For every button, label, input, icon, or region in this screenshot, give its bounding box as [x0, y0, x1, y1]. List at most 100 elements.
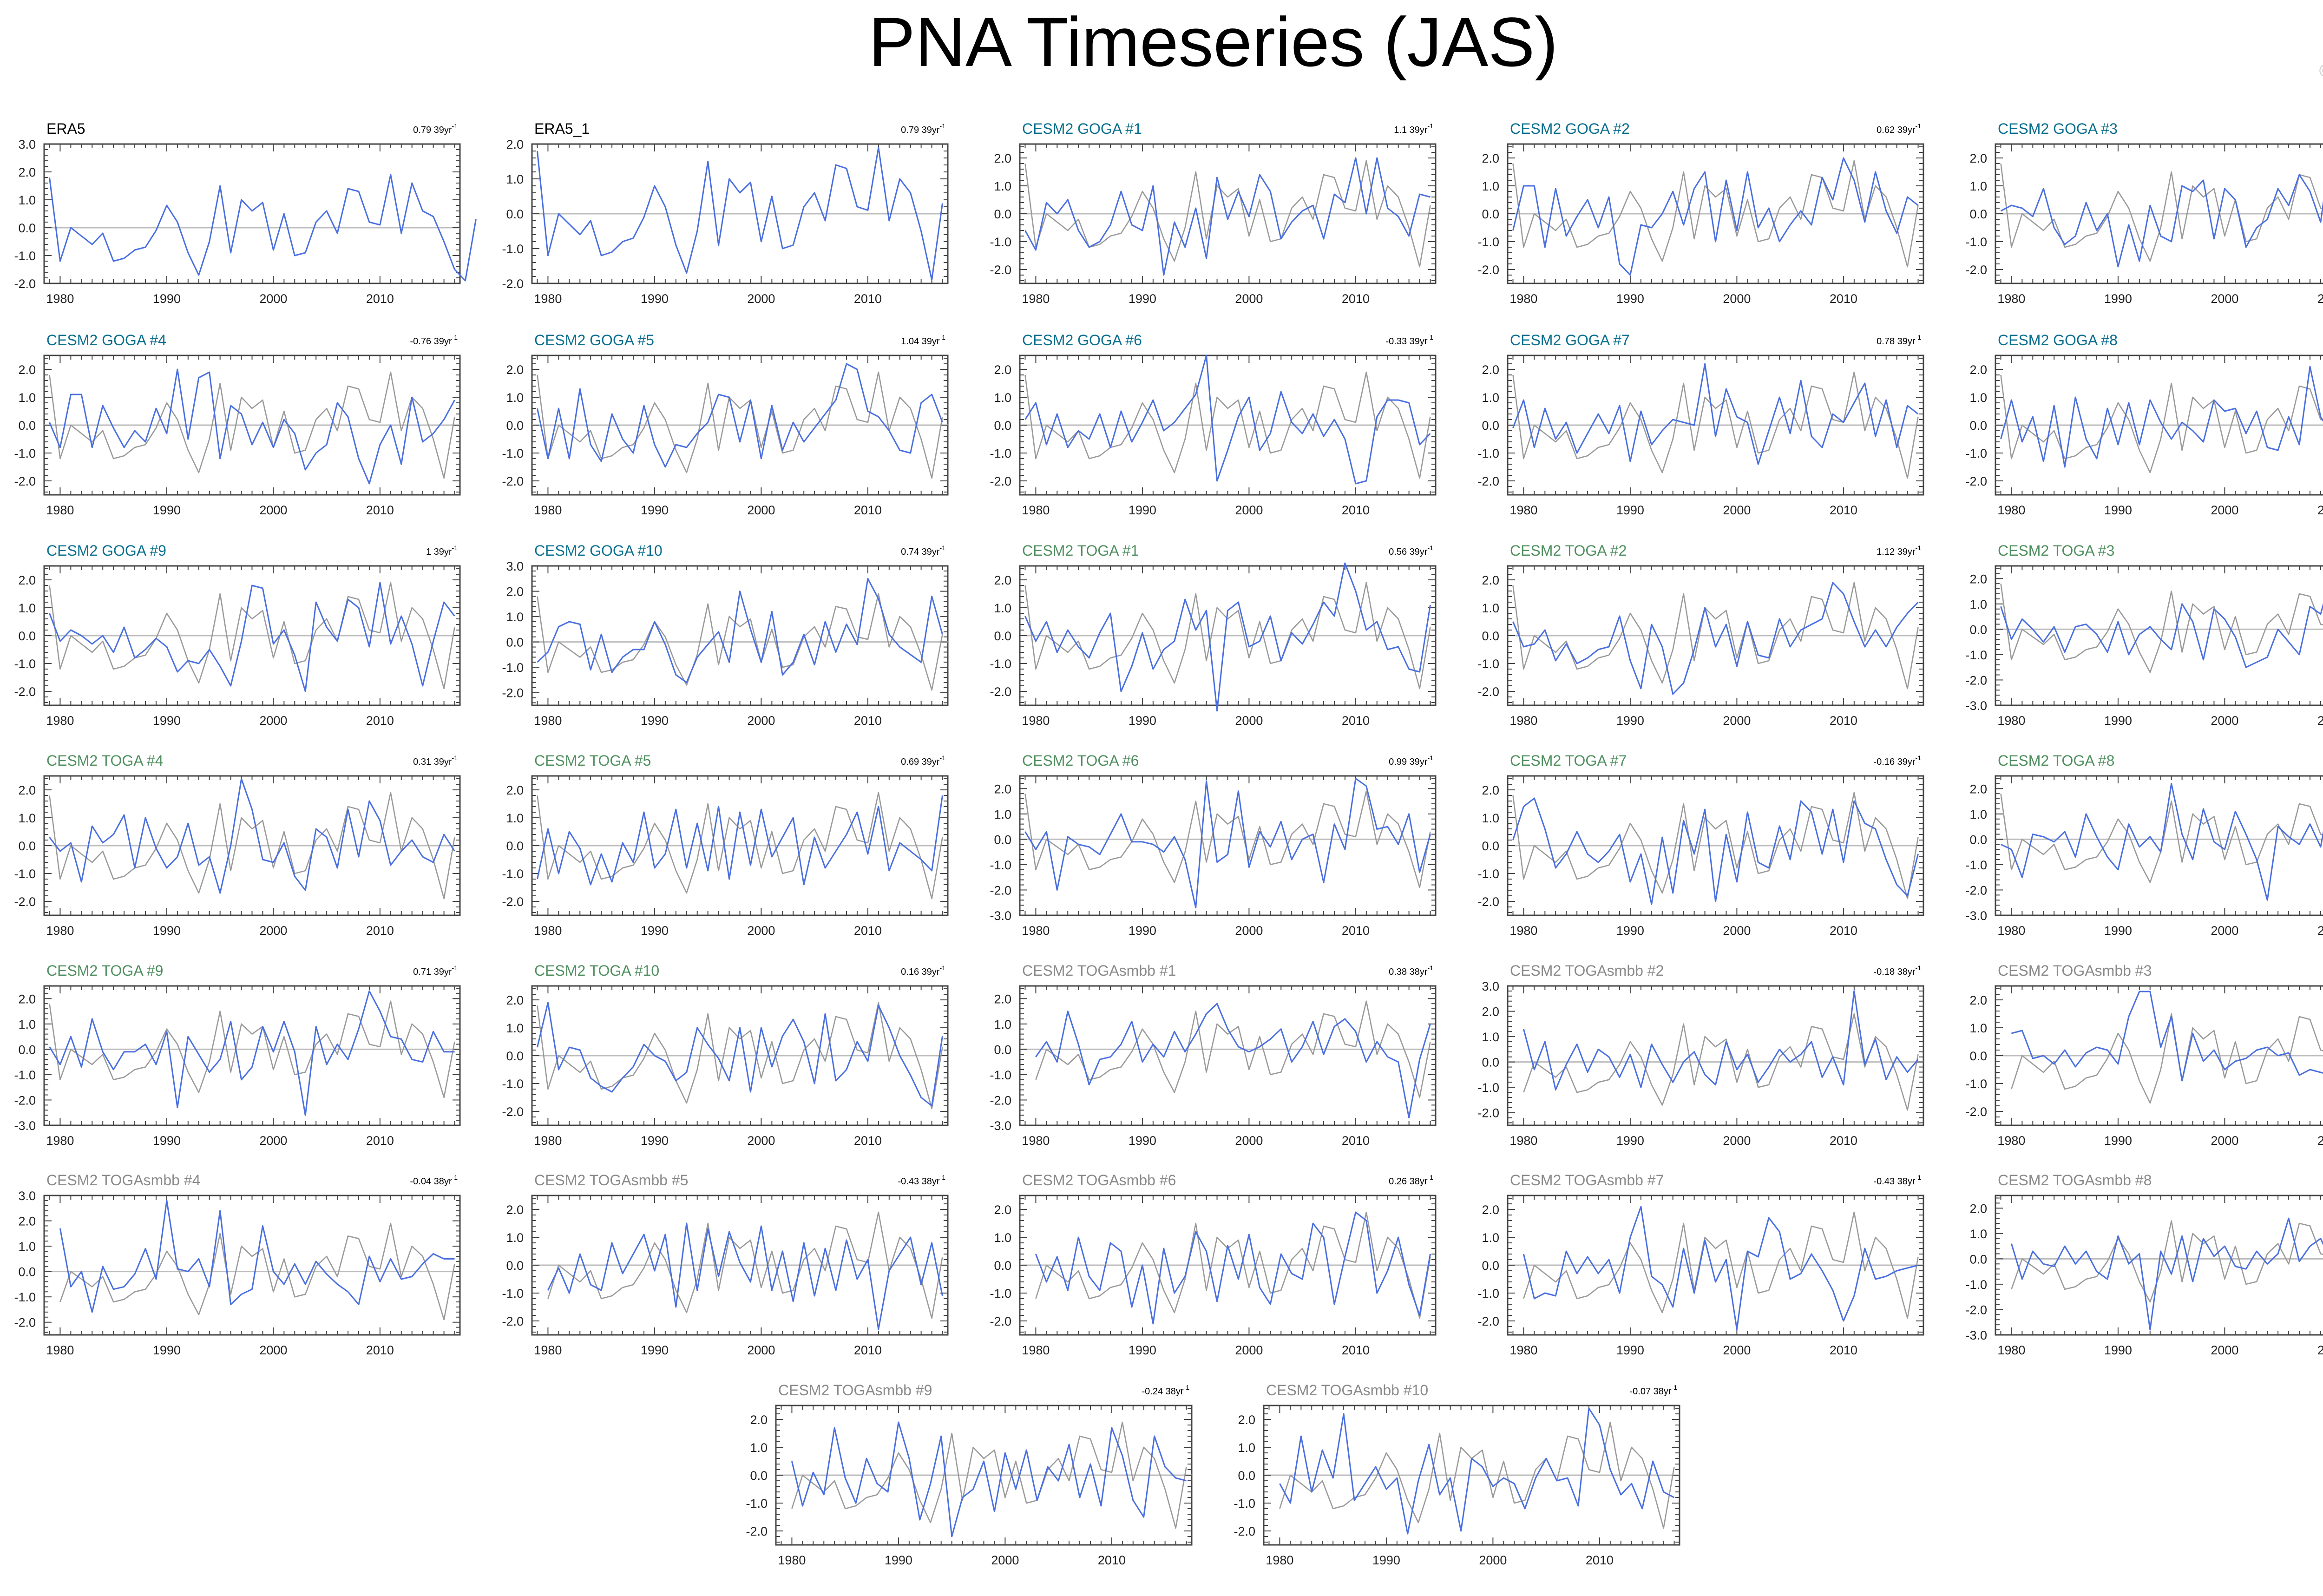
series-line-obs [49, 792, 455, 900]
x-tick-label: 1980 [46, 1343, 74, 1357]
chart-panel: 2.0 1.0 0.0 -1.0 -2.0 -3.0 1980 1990 2000 2010 CES… [990, 752, 1437, 938]
y-tick-label: -2.0 [1965, 1105, 1987, 1119]
y-tick-label: 0.0 [994, 1043, 1011, 1057]
y-tick-label: -1.0 [990, 858, 1011, 872]
x-tick-label: 1980 [1022, 1343, 1050, 1357]
y-tick-label: 1.0 [1969, 1227, 1987, 1241]
trend-exponent: -1 [452, 334, 458, 341]
y-tick-label: -2.0 [990, 685, 1011, 699]
y-tick-label: -2.0 [1965, 1303, 1987, 1317]
y-tick-label: 0.0 [18, 629, 36, 643]
y-tick-label: 2.0 [1238, 1413, 1255, 1427]
trend-exponent: -1 [940, 122, 946, 130]
y-tick-label: -2.0 [502, 277, 524, 291]
x-tick-label: 2010 [366, 924, 394, 938]
y-tick-label: 3.0 [18, 1189, 36, 1203]
trend-exponent: -1 [1428, 122, 1434, 130]
y-tick-label: 0.0 [1482, 839, 1499, 853]
series-line-model [1024, 157, 1431, 276]
x-tick-label: 1990 [153, 924, 181, 938]
y-tick-label: -1.0 [14, 1068, 36, 1082]
x-tick-label: 1980 [1022, 503, 1050, 517]
y-tick-label: 1.0 [1482, 601, 1499, 615]
series-line-model [1512, 797, 1919, 905]
x-tick-label: 1990 [2104, 503, 2132, 517]
y-tick-label: 2.0 [994, 573, 1011, 587]
series-line-obs [59, 1222, 455, 1320]
x-tick-label: 2000 [1235, 503, 1263, 517]
panel-title: CESM2 TOGA #7 [1510, 752, 1627, 769]
series-line-obs [537, 371, 943, 479]
y-tick-label: -1.0 [502, 867, 524, 881]
series-line-model [1512, 363, 1919, 465]
y-tick-label: 1.0 [994, 601, 1011, 615]
y-tick-label: 1.0 [994, 1018, 1011, 1031]
x-tick-label: 1980 [1509, 924, 1537, 938]
chart-panel: 3.0 2.0 1.0 0.0 -1.0 -2.0 1980 1990 2000 2010 CESM… [502, 542, 949, 728]
panel-title: CESM2 TOGA #2 [1510, 542, 1627, 559]
y-tick-label: -1.0 [1965, 235, 1987, 249]
y-tick-label: -2.0 [14, 277, 36, 291]
series-line-obs [1024, 582, 1431, 690]
y-tick-label: 1.0 [994, 179, 1011, 193]
series-line-obs [1024, 371, 1431, 479]
trend-exponent: -1 [1916, 754, 1922, 762]
x-tick-label: 2000 [747, 714, 775, 728]
y-tick-label: 2.0 [1969, 993, 1987, 1007]
y-tick-label: 2.0 [506, 783, 524, 797]
y-tick-label: 2.0 [18, 363, 36, 377]
plot-frame [1995, 565, 2323, 706]
chart-panel: 2.0 1.0 0.0 -1.0 -2.0 1980 1990 2000 2010 CESM2 G… [14, 332, 461, 517]
y-tick-label: 0.0 [1482, 1259, 1499, 1273]
chart-panel: 2.0 1.0 0.0 -1.0 -2.0 1980 1990 2000 2010 CESM2 G… [502, 332, 949, 517]
y-tick-label: -2.0 [1965, 263, 1987, 277]
y-tick-label: 1.0 [750, 1441, 768, 1455]
series-line-obs [547, 1211, 943, 1319]
x-tick-label: 2000 [1723, 1134, 1751, 1148]
x-tick-label: 2010 [2317, 924, 2323, 938]
y-tick-label: -1.0 [990, 1287, 1011, 1300]
y-tick-label: -3.0 [14, 1119, 36, 1133]
y-tick-label: -1.0 [1477, 235, 1499, 249]
panel-title: CESM2 TOGAsmbb #8 [1998, 1172, 2152, 1189]
panel-title: CESM2 GOGA #4 [46, 332, 166, 348]
x-tick-label: 1990 [2104, 1134, 2132, 1148]
panel-title: CESM2 GOGA #6 [1022, 332, 1142, 348]
y-tick-label: -3.0 [990, 909, 1011, 923]
y-tick-label: -2.0 [14, 1316, 36, 1330]
x-tick-label: 1980 [534, 924, 562, 938]
x-tick-label: 2010 [854, 292, 882, 306]
y-tick-label: -1.0 [1477, 657, 1499, 671]
x-tick-label: 2010 [366, 292, 394, 306]
x-tick-label: 1990 [1616, 714, 1644, 728]
panel-title: CESM2 TOGA #8 [1998, 752, 2114, 769]
plot-frame [43, 1195, 461, 1336]
chart-panel: 2.0 1.0 0.0 -1.0 -2.0 -3.0 1980 1990 2000 2010 CES… [1965, 752, 2323, 938]
x-tick-label: 2000 [1235, 1343, 1263, 1357]
y-tick-label: 0.0 [1969, 207, 1987, 221]
y-tick-label: -1.0 [1477, 1287, 1499, 1300]
y-tick-label: -1.0 [502, 661, 524, 675]
trend-label: 1.1 39yr-1 [1394, 122, 1433, 135]
panel-title: CESM2 GOGA #8 [1998, 332, 2118, 348]
panel-title: CESM2 GOGA #10 [534, 542, 663, 559]
series-line-model [2010, 1217, 2323, 1331]
y-tick-label: -2.0 [990, 1093, 1011, 1107]
x-tick-label: 1990 [1616, 1343, 1644, 1357]
y-tick-label: 2.0 [18, 783, 36, 797]
trend-label: 0.99 39yr-1 [1389, 754, 1433, 767]
panel-title: CESM2 GOGA #5 [534, 332, 654, 348]
y-tick-label: -3.0 [990, 1119, 1011, 1133]
y-tick-label: 1.0 [1482, 1231, 1499, 1245]
y-tick-label: 0.0 [506, 1259, 524, 1273]
x-tick-label: 1990 [885, 1553, 912, 1567]
y-tick-label: 1.0 [994, 391, 1011, 405]
y-tick-label: 2.0 [994, 992, 1011, 1006]
series-line-obs [1035, 1211, 1431, 1319]
y-tick-label: 1.0 [1969, 391, 1987, 405]
y-tick-label: 2.0 [18, 165, 36, 179]
y-tick-label: 1.0 [506, 610, 524, 624]
y-tick-label: 0.0 [1482, 1056, 1499, 1070]
y-tick-label: 1.0 [1482, 179, 1499, 193]
y-tick-label: -2.0 [502, 895, 524, 909]
